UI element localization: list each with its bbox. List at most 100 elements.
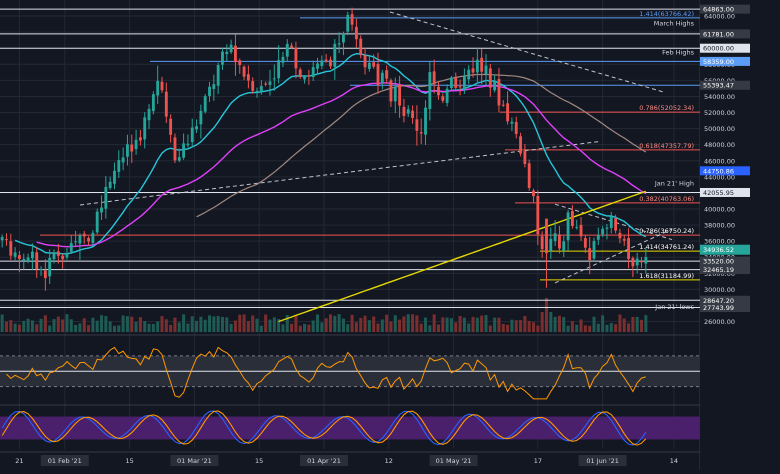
volume-bar — [596, 323, 600, 332]
time-label: 15 — [125, 457, 133, 465]
price-tag — [700, 256, 750, 266]
candle-body — [575, 227, 579, 229]
volume-bar — [609, 323, 613, 332]
candle-body — [117, 160, 121, 172]
volume-bar — [359, 317, 363, 332]
candle-body — [627, 238, 630, 259]
candle-body — [100, 207, 103, 213]
candle-body — [18, 255, 21, 260]
volume-bar — [398, 319, 402, 332]
volume-bar — [488, 325, 492, 332]
volume-bar — [588, 325, 592, 332]
candle-body — [61, 255, 65, 260]
candle-body — [22, 258, 26, 261]
volume-bar — [592, 316, 596, 332]
time-tag — [170, 455, 219, 466]
candle-body — [376, 64, 380, 86]
volume-bar — [497, 317, 501, 332]
volume-bar — [82, 318, 86, 332]
volume-bar — [622, 318, 626, 332]
candle-body — [290, 45, 294, 48]
volume-bar — [618, 314, 622, 332]
rsi-line — [6, 346, 646, 400]
candle-body — [415, 119, 419, 131]
current-price-label: 34936.52 — [703, 246, 734, 254]
candle-body — [562, 241, 566, 251]
volume-bar — [255, 318, 259, 332]
price-tick-label: 36000.00 — [704, 238, 735, 246]
time-label: 01 Feb '21 — [48, 457, 82, 465]
volume-bar — [324, 318, 328, 332]
candle-body — [234, 45, 237, 63]
candle-body — [497, 79, 501, 106]
candle-body — [9, 241, 13, 256]
volume-bar — [549, 312, 553, 332]
candle-body — [203, 96, 207, 112]
price-tick-label: 38000.00 — [704, 222, 735, 230]
price-tick-label: 54000.00 — [704, 93, 735, 101]
ma-200-line — [278, 190, 647, 323]
ma-100-line — [196, 73, 647, 218]
price-axis[interactable]: 64000.0062000.0060000.0058000.0056000.00… — [700, 0, 780, 470]
volume-bar — [160, 316, 164, 332]
volume-bar — [125, 316, 129, 332]
candle-body — [506, 103, 510, 122]
time-tag — [300, 455, 348, 466]
candle-body — [609, 216, 613, 228]
volume-bar — [74, 324, 78, 332]
price-tick-label: 64000.00 — [704, 13, 735, 21]
candle-body — [342, 33, 345, 43]
volume-bar — [229, 323, 233, 332]
candle-body — [635, 258, 639, 266]
volume-bar — [242, 314, 246, 332]
candle-body — [450, 77, 453, 88]
volume-bar — [251, 315, 255, 332]
candle-body — [622, 238, 626, 241]
price-tag-label: 42055.95 — [703, 189, 734, 197]
candle-body — [514, 121, 518, 134]
level-label: Jan 21' lows — [654, 303, 694, 311]
candle-body — [475, 59, 479, 73]
candle-body — [56, 251, 60, 256]
candle-body — [138, 137, 142, 141]
volume-bar — [579, 319, 583, 332]
candle-body — [346, 14, 350, 32]
candle-body — [566, 212, 570, 241]
volume-bar — [246, 321, 250, 332]
level-label: 1.414(34761.24) — [639, 243, 694, 251]
volume-bar — [532, 322, 536, 332]
volume-bar — [186, 323, 190, 332]
candlesticks — [0, 7, 648, 291]
volume-bar — [143, 321, 147, 332]
volume-bar — [432, 314, 436, 332]
volume-bar — [333, 315, 337, 332]
level-label: Jan 21' High — [654, 179, 694, 187]
volume-bar — [272, 317, 276, 332]
volume-bar — [389, 321, 393, 332]
level-label: 1.618(31184.99) — [639, 272, 694, 280]
candle-body — [553, 233, 557, 241]
price-tag — [700, 265, 750, 275]
volume-bar — [87, 325, 91, 332]
volume-bar — [147, 323, 151, 332]
candle-body — [39, 268, 43, 270]
volume-bar — [78, 323, 82, 332]
candle-body — [532, 190, 535, 197]
volume-bar — [523, 315, 527, 332]
level-label: Feb Highs — [662, 48, 695, 56]
candle-body — [441, 96, 445, 101]
volume-bar — [233, 320, 237, 332]
candle-body — [307, 75, 311, 77]
candle-body — [303, 76, 306, 80]
volume-bar — [544, 298, 548, 332]
candle-body — [173, 137, 177, 161]
volume-bar — [303, 323, 307, 332]
candle-body — [177, 157, 181, 161]
volume-bar — [117, 325, 121, 332]
volume-bar — [61, 319, 65, 332]
price-tag — [700, 166, 750, 176]
price-tag-label: 28647.20 — [703, 297, 734, 305]
candle-body — [69, 243, 73, 252]
